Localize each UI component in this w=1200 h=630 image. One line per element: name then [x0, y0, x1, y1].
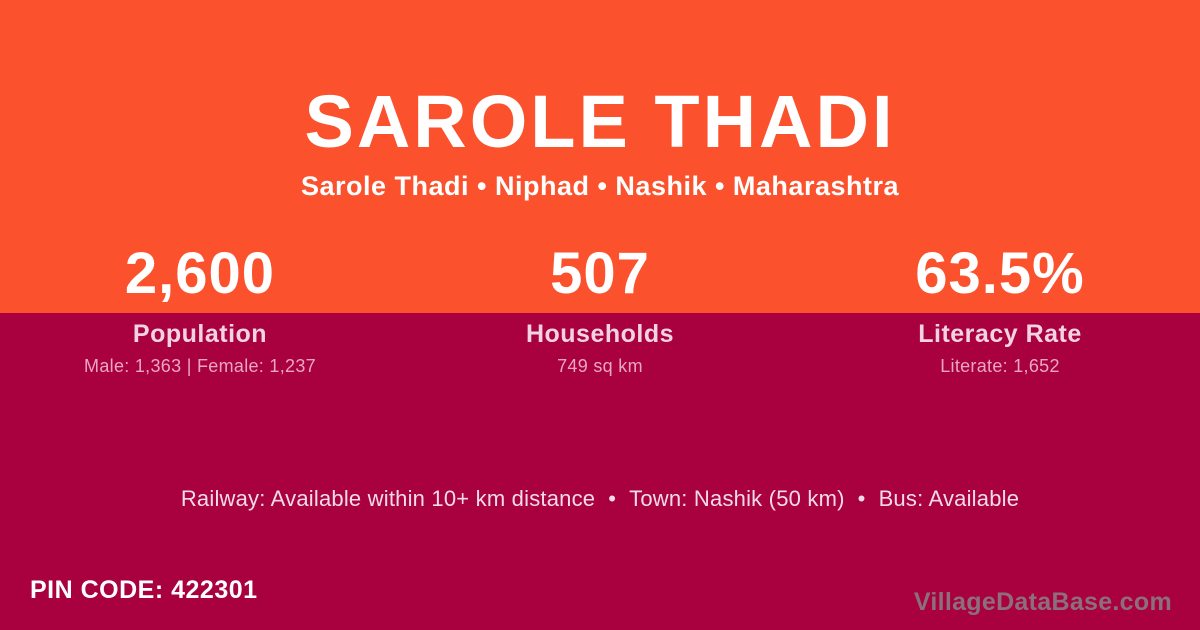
town-info: Town: Nashik (50 km) — [629, 486, 845, 511]
households-value: 507 — [550, 241, 650, 306]
breadcrumb: Sarole Thadi • Niphad • Nashik • Maharas… — [300, 171, 899, 201]
details-section: Population Households Literacy Rate Male… — [0, 313, 1200, 630]
bus-info: Bus: Available — [878, 486, 1020, 511]
literacy-detail: Literate: 1,652 — [940, 356, 1060, 376]
literacy-rate-label: Literacy Rate — [918, 320, 1082, 348]
stat-labels-row: Population Households Literacy Rate — [0, 313, 1200, 350]
population-label: Population — [132, 320, 268, 348]
population-detail: Male: 1,363 | Female: 1,237 — [84, 356, 316, 376]
literacy-rate-value: 63.5% — [915, 241, 1085, 306]
households-detail: 749 sq km — [557, 356, 643, 376]
railway-info: Railway: Available within 10+ km distanc… — [180, 486, 596, 511]
header-section: SAROLE THADI Sarole Thadi • Niphad • Nas… — [0, 0, 1200, 313]
transport-info-line: Railway: Available within 10+ km distanc… — [0, 485, 1200, 513]
watermark-brand: VillageDataBase.com — [913, 588, 1172, 616]
stat-values-row: 2,600 507 63.5% — [0, 242, 1200, 306]
page-title: SAROLE THADI — [304, 80, 896, 163]
pin-code: PIN CODE: 422301 — [30, 576, 258, 604]
bullet-separator: • — [608, 486, 617, 511]
population-value: 2,600 — [124, 241, 276, 306]
bullet-separator: • — [857, 486, 866, 511]
stat-details-row: Male: 1,363 | Female: 1,237 749 sq km Li… — [0, 355, 1200, 377]
households-label: Households — [525, 320, 675, 348]
